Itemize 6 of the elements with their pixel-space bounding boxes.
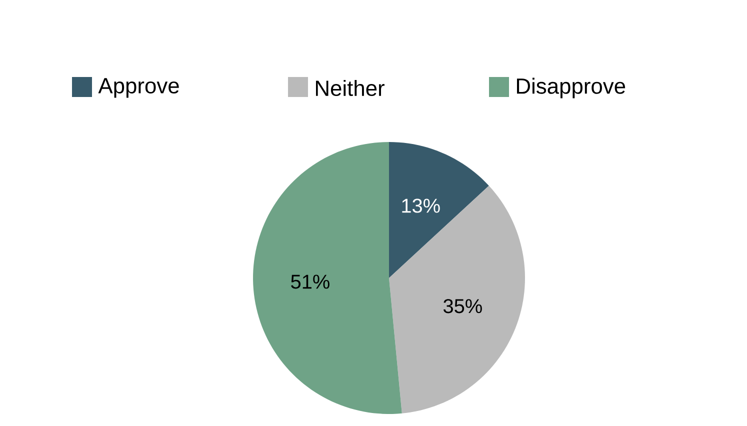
data-label: 51% xyxy=(291,274,330,289)
data-label: 35% xyxy=(444,299,482,314)
legend-label: Neither xyxy=(316,80,384,96)
legend-label: Approve xyxy=(98,78,179,98)
legend-label: Disapprove xyxy=(517,78,626,98)
data-label: 13% xyxy=(402,198,440,213)
